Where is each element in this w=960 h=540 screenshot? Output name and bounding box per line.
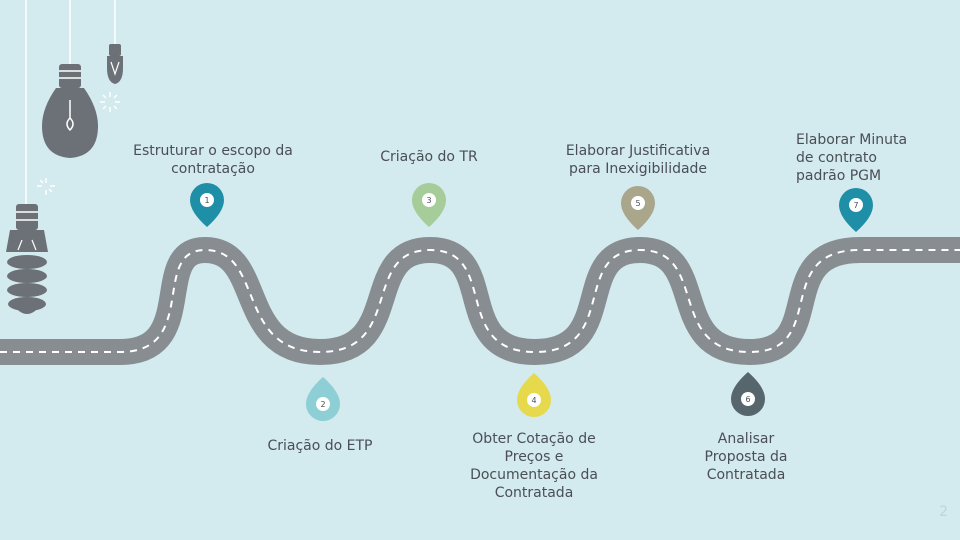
step-1-number: 1: [204, 196, 209, 205]
step-1-marker: 1: [190, 183, 224, 227]
step-4-marker: 4: [517, 373, 551, 417]
step-4-number: 4: [531, 396, 536, 405]
step-3-badge: [422, 193, 436, 207]
hanging-bulbs: [6, 0, 123, 314]
step-6-label: Analisar Proposta da Contratada: [704, 431, 788, 483]
step-3-marker: 3: [412, 183, 446, 227]
winding-road: [0, 236, 960, 366]
step-5-marker: 5: [621, 186, 655, 230]
step-5-label: Elaborar Justificativa para Inexigibilid…: [565, 143, 711, 177]
step-3-number: 3: [426, 196, 431, 205]
step-7-marker: 7: [839, 188, 873, 232]
step-markers: 1 2 3 4 5 6 7: [190, 183, 873, 421]
step-2-label: Criação do ETP: [267, 438, 373, 454]
step-7-number: 7: [853, 201, 858, 210]
step-4-badge: [527, 393, 541, 407]
small-light-bulb-icon: [107, 44, 123, 84]
step-2-marker: 2: [306, 377, 340, 421]
step-6-number: 6: [745, 395, 750, 404]
sparkle-icon: [100, 92, 120, 112]
road-marking: [0, 248, 960, 354]
spiral-light-bulb-icon: [6, 204, 48, 314]
step-5-number: 5: [635, 199, 640, 208]
step-6-badge: [741, 392, 755, 406]
step-1-badge: [200, 193, 214, 207]
step-2-number: 2: [320, 400, 325, 409]
step-6-marker: 6: [731, 372, 765, 416]
sparkle-icon: [37, 178, 55, 195]
step-3-label: Criação do TR: [380, 149, 478, 165]
step-4-label: Obter Cotação de Preços e Documentação d…: [470, 431, 598, 501]
step-5-badge: [631, 196, 645, 210]
light-bulb-icon: [42, 64, 98, 158]
step-2-badge: [316, 397, 330, 411]
step-1-label: Estruturar o escopo da contratação: [133, 143, 293, 177]
step-7-badge: [849, 198, 863, 212]
page-number: 2: [939, 504, 948, 520]
step-7-label: Elaborar Minuta de contrato padrão PGM: [796, 132, 908, 184]
road-surface: [0, 236, 960, 366]
